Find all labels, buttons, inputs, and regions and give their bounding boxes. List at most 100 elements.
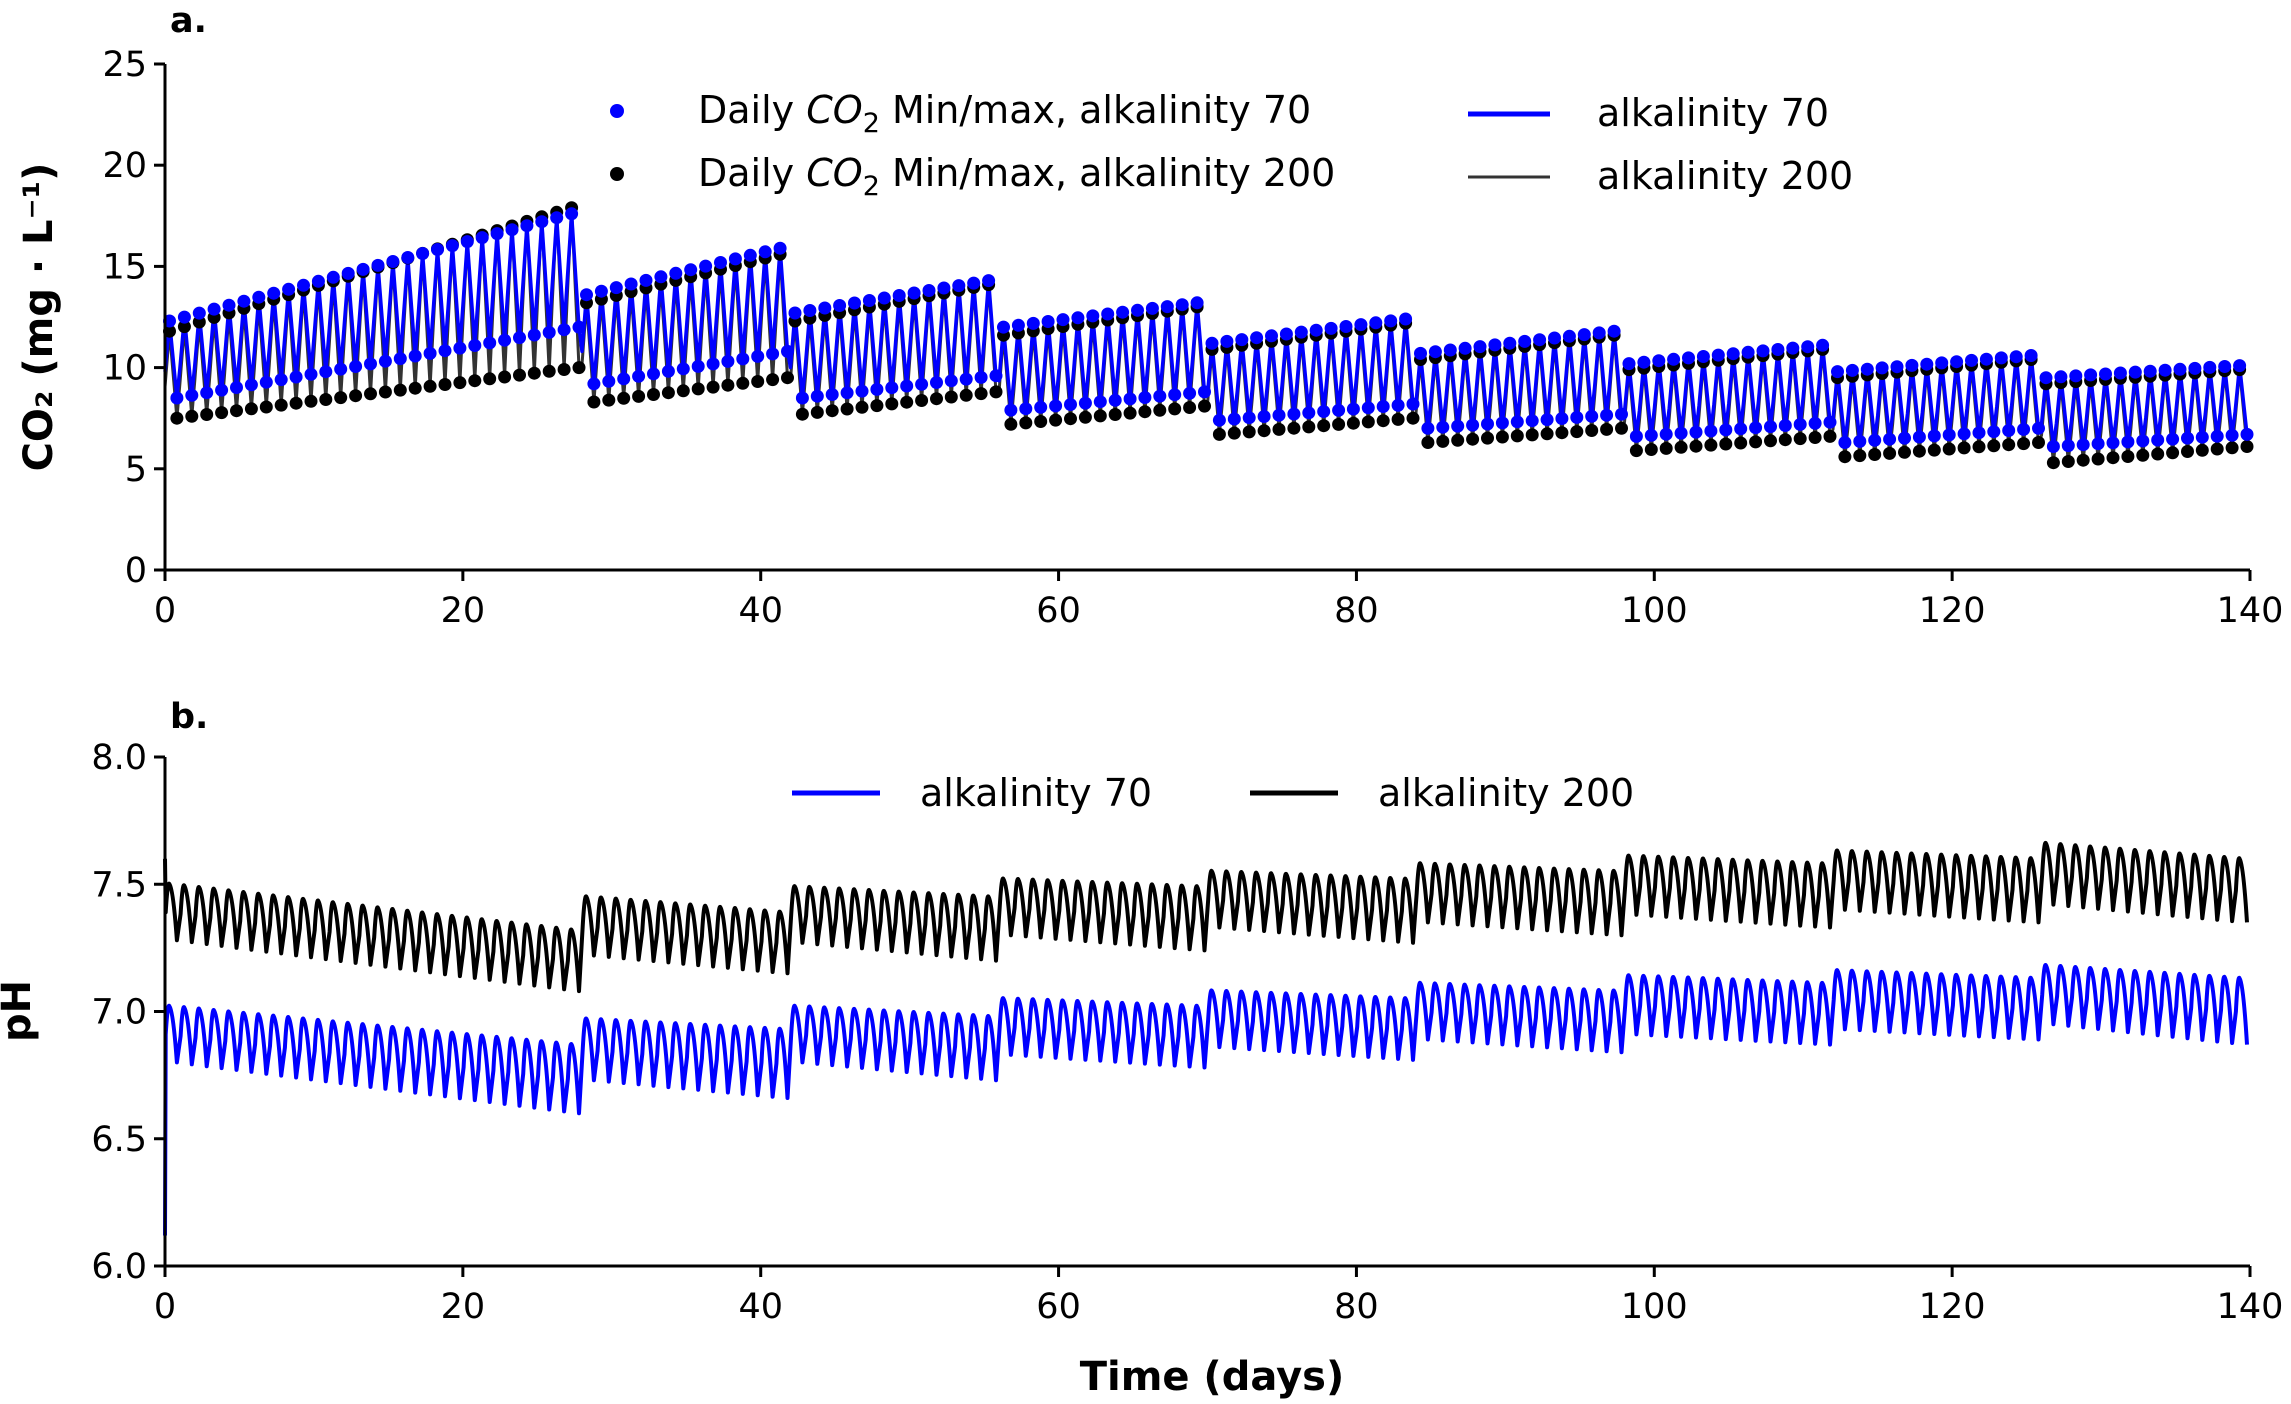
x-tick-label: 20 bbox=[441, 1287, 486, 1327]
co2-minmax-point bbox=[1004, 417, 1018, 431]
co2-minmax-point bbox=[1644, 428, 1658, 442]
legend-marker-dot bbox=[610, 104, 624, 118]
x-tick-label: 140 bbox=[2217, 591, 2284, 631]
co2-minmax-point bbox=[647, 367, 660, 381]
co2-minmax-point bbox=[334, 362, 348, 376]
co2-minmax-point bbox=[1905, 358, 1919, 372]
co2-minmax-point bbox=[1123, 392, 1137, 406]
co2-minmax-point bbox=[1898, 445, 1911, 459]
co2-minmax-point bbox=[2002, 424, 2016, 437]
co2-minmax-point bbox=[2181, 431, 2194, 445]
co2-minmax-point bbox=[1302, 420, 1316, 434]
co2-minmax-point bbox=[445, 239, 459, 253]
co2-minmax-point bbox=[1451, 433, 1465, 447]
co2-minmax-point bbox=[1503, 336, 1517, 350]
co2-series-group bbox=[163, 201, 2254, 470]
co2-minmax-point bbox=[855, 400, 869, 414]
co2-minmax-point bbox=[1644, 443, 1658, 456]
co2-minmax-point bbox=[1346, 402, 1360, 416]
co2-minmax-point bbox=[1689, 425, 1703, 439]
co2-minmax-point bbox=[781, 344, 794, 358]
co2-minmax-point bbox=[1019, 416, 1033, 430]
co2-minmax-point bbox=[1190, 296, 1204, 310]
co2-minmax-point bbox=[967, 276, 981, 290]
co2-minmax-point bbox=[1972, 440, 1986, 454]
co2-minmax-point bbox=[2106, 436, 2120, 450]
co2-minmax-point bbox=[1734, 436, 1748, 450]
co2-minmax-point bbox=[572, 320, 586, 334]
co2-minmax-point bbox=[1555, 426, 1569, 440]
co2-minmax-point bbox=[304, 367, 318, 381]
co2-minmax-point bbox=[1912, 430, 1926, 444]
co2-minmax-point bbox=[1421, 436, 1435, 449]
co2-minmax-point bbox=[215, 406, 229, 420]
co2-minmax-point bbox=[877, 291, 891, 305]
co2-minmax-point bbox=[1510, 429, 1524, 443]
co2-minmax-point bbox=[1406, 411, 1420, 425]
co2-minmax-point bbox=[818, 301, 832, 315]
ph-series-group bbox=[163, 840, 2249, 1236]
co2-minmax-point bbox=[438, 378, 452, 391]
co2-minmax-point bbox=[230, 381, 243, 394]
co2-minmax-point bbox=[1823, 429, 1837, 443]
co2-minmax-point bbox=[1629, 444, 1643, 458]
co2-minmax-point bbox=[1436, 420, 1450, 434]
co2-minmax-point bbox=[632, 389, 646, 403]
co2-minmax-point bbox=[1212, 427, 1226, 441]
co2-minmax-point bbox=[1555, 412, 1569, 425]
co2-minmax-point bbox=[431, 243, 444, 256]
co2-minmax-point bbox=[1592, 326, 1606, 340]
co2-minmax-point bbox=[661, 364, 675, 378]
co2-minmax-point bbox=[498, 333, 512, 347]
co2-minmax-point bbox=[520, 219, 534, 233]
co2-minmax-point bbox=[1525, 414, 1539, 428]
co2-minmax-point bbox=[2225, 428, 2239, 442]
co2-minmax-point bbox=[1987, 425, 2001, 439]
co2-minmax-point bbox=[855, 384, 869, 398]
co2-minmax-point bbox=[1414, 346, 1427, 360]
co2-minmax-point bbox=[1004, 403, 1018, 417]
ph-axes: 0 20 40 60 80 100 120 140 6.0 6.5 7.0 7.5 8.0 pH bbox=[0, 738, 2283, 1327]
co2-minmax-point bbox=[192, 306, 206, 320]
co2-minmax-point bbox=[1622, 357, 1636, 371]
x-axis-label: Time (days) bbox=[1080, 1354, 1345, 1400]
co2-minmax-point bbox=[542, 364, 556, 378]
co2-minmax-point bbox=[922, 284, 936, 297]
co2-minmax-point bbox=[1667, 352, 1681, 366]
co2-minmax-point bbox=[989, 369, 1003, 383]
co2-minmax-point bbox=[587, 395, 601, 409]
co2-minmax-point bbox=[795, 407, 809, 421]
co2-minmax-point bbox=[423, 346, 437, 360]
co2-minmax-point bbox=[1078, 410, 1092, 424]
co2-minmax-point bbox=[1302, 406, 1316, 420]
co2-minmax-point bbox=[1071, 311, 1085, 325]
co2-minmax-point bbox=[1317, 405, 1331, 418]
co2-minmax-point bbox=[1793, 432, 1807, 446]
co2-minmax-point bbox=[1920, 357, 1934, 371]
co2-minmax-point bbox=[647, 388, 660, 401]
co2-minmax-point bbox=[1481, 431, 1494, 445]
co2-minmax-point bbox=[803, 304, 817, 317]
co2-minmax-point bbox=[304, 394, 318, 408]
x-tick-label: 80 bbox=[1334, 1287, 1379, 1327]
co2-minmax-point bbox=[535, 215, 549, 229]
co2-minmax-point bbox=[1898, 431, 1911, 445]
co2-minmax-point bbox=[1845, 363, 1859, 377]
co2-minmax-point bbox=[468, 339, 482, 352]
co2-minmax-point bbox=[1123, 406, 1137, 420]
co2-minmax-point bbox=[1749, 421, 1763, 435]
co2-minmax-point bbox=[1868, 448, 1882, 461]
co2-minmax-point bbox=[483, 336, 497, 350]
co2-minmax-point bbox=[1510, 415, 1524, 429]
co2-minmax-point bbox=[1376, 400, 1390, 413]
co2-minmax-point bbox=[1726, 347, 1740, 361]
co2-minmax-point bbox=[848, 296, 861, 310]
co2-minmax-point bbox=[2061, 455, 2075, 468]
co2-minmax-point bbox=[1138, 405, 1152, 419]
co2-minmax-point bbox=[319, 393, 333, 406]
co2-minmax-point bbox=[1682, 351, 1695, 365]
co2-minmax-point bbox=[192, 315, 206, 329]
co2-minmax-point bbox=[1801, 340, 1815, 354]
co2-minmax-point bbox=[781, 371, 794, 385]
co2-minmax-point bbox=[1160, 300, 1174, 314]
